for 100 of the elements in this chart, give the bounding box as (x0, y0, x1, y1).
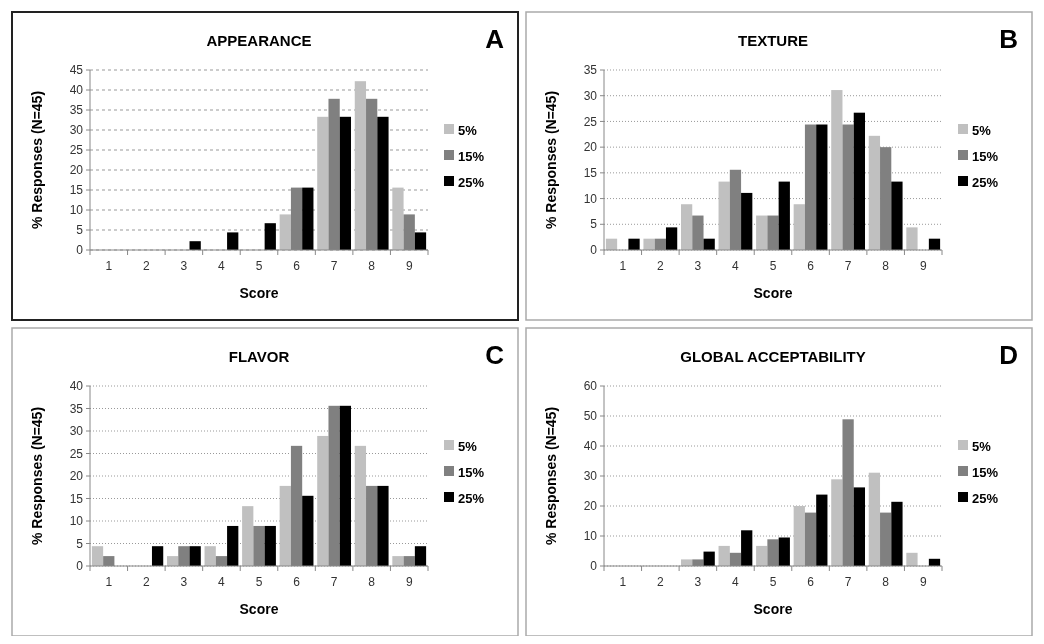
bar (302, 495, 314, 566)
x-tick-label: 7 (330, 259, 338, 273)
legend-label: 25% (458, 490, 485, 506)
x-tick-label: 6 (293, 575, 301, 589)
x-tick-label: 1 (105, 259, 113, 273)
bar (302, 187, 314, 250)
y-tick-label: 20 (69, 469, 84, 484)
x-tick-label: 4 (732, 575, 740, 589)
y-tick-label: 0 (590, 243, 598, 258)
bar (279, 214, 291, 250)
y-tick-label: 20 (583, 499, 598, 514)
bar (339, 405, 352, 566)
bar (741, 530, 753, 566)
bar (279, 485, 291, 566)
y-tick-label: 20 (583, 140, 598, 155)
text: B (999, 24, 1018, 54)
x-tick-label: 5 (255, 575, 263, 589)
y-tick-label: 30 (69, 424, 84, 439)
bar (906, 227, 918, 250)
x-tick-label: 7 (844, 259, 852, 273)
bar (264, 223, 276, 250)
bar (868, 472, 881, 566)
x-tick-label: 5 (255, 259, 263, 273)
bar (189, 546, 201, 566)
x-tick-label: 3 (180, 575, 188, 589)
bar (392, 556, 404, 566)
x-tick-label: 8 (368, 575, 376, 589)
bar (414, 232, 427, 250)
y-tick-label: 15 (583, 166, 598, 181)
bar (831, 479, 843, 566)
y-tick-label: 30 (69, 123, 84, 138)
y-tick-label: 10 (69, 514, 84, 529)
legend-label: 5% (458, 438, 478, 454)
legend-label: 15% (458, 464, 485, 480)
y-tick-label: 35 (69, 401, 84, 416)
bar (377, 485, 389, 566)
bar (891, 181, 903, 250)
legend-label: 5% (972, 122, 992, 138)
y-tick-label: 10 (69, 203, 84, 218)
y-tick-label: 30 (583, 469, 598, 484)
bar (317, 116, 329, 250)
bar (643, 238, 655, 250)
x-tick-label: 7 (844, 575, 852, 589)
bar (756, 215, 768, 250)
y-tick-label: 0 (76, 243, 84, 258)
y-tick-label: 0 (590, 559, 598, 574)
x-tick-label: 6 (293, 259, 301, 273)
bar (793, 204, 805, 250)
bar (339, 116, 352, 250)
bar (628, 238, 640, 250)
x-tick-label: 8 (882, 259, 890, 273)
bar (906, 552, 918, 566)
bar (778, 537, 790, 566)
y-tick-label: 25 (583, 114, 598, 129)
x-axis-title: Score (239, 285, 279, 301)
y-tick-label: 35 (69, 103, 84, 118)
bar (793, 506, 805, 566)
bar (264, 525, 276, 566)
y-tick-label: 15 (69, 183, 84, 198)
legend-label: 25% (972, 490, 999, 506)
bar (354, 81, 367, 250)
chart-title: GLOBAL ACCEPTABILITY (680, 348, 866, 365)
bar (227, 525, 239, 566)
y-tick-label: 25 (69, 143, 84, 158)
y-tick-label: 0 (76, 559, 84, 574)
legend-label: 25% (972, 174, 999, 190)
text: D (999, 340, 1018, 370)
bar (242, 506, 254, 566)
y-axis-title: % Responses (N=45) (29, 406, 45, 546)
y-tick-label: 35 (583, 63, 598, 78)
legend-label: 15% (458, 148, 485, 164)
y-tick-label: 10 (583, 529, 598, 544)
y-tick-label: 15 (69, 491, 84, 506)
x-tick-label: 4 (218, 259, 226, 273)
x-tick-label: 1 (619, 575, 627, 589)
legend-label: 25% (458, 174, 485, 190)
x-axis-title: Score (753, 285, 793, 301)
bar (665, 227, 678, 250)
x-tick-label: 2 (142, 259, 150, 273)
x-tick-label: 2 (656, 259, 664, 273)
x-tick-label: 6 (807, 259, 815, 273)
x-tick-label: 5 (769, 575, 777, 589)
x-tick-label: 9 (919, 259, 927, 273)
chart-title: TEXTURE (737, 32, 809, 49)
bar (816, 494, 828, 566)
y-tick-label: 60 (583, 379, 598, 394)
chart-title: APPEARANCE (206, 32, 312, 49)
y-tick-label: 10 (583, 191, 598, 206)
bar (853, 112, 866, 250)
legend-label: 5% (458, 122, 478, 138)
bar (718, 545, 730, 566)
bar (392, 187, 404, 250)
bar (868, 135, 881, 250)
y-tick-label: 5 (76, 536, 84, 551)
y-tick-label: 5 (76, 223, 84, 238)
x-axis-title: Score (753, 601, 793, 617)
y-tick-label: 5 (590, 217, 598, 232)
x-tick-label: 9 (405, 575, 413, 589)
y-axis-title: % Responses (N=45) (543, 90, 559, 230)
x-tick-label: 6 (807, 575, 815, 589)
